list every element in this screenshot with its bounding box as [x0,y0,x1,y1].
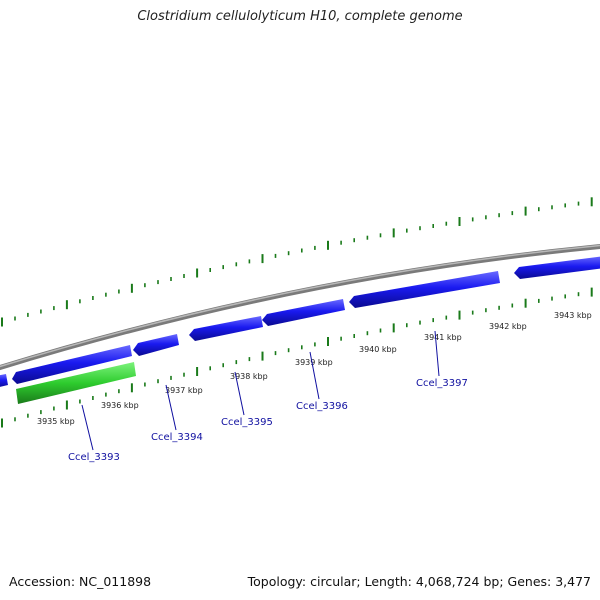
gene-labels: Ccel_3393 Ccel_3394 Ccel_3395 Ccel_3396 … [68,378,468,463]
gene-arrow[interactable] [189,316,263,341]
scale-label: 3935 kbp [37,417,75,426]
scale-label: 3937 kbp [165,386,203,395]
gene-arrow-highlighted[interactable] [16,362,136,404]
gene-label[interactable]: Ccel_3397 [416,378,468,389]
gene-label[interactable]: Ccel_3394 [151,432,203,443]
scale-label: 3940 kbp [359,345,397,354]
scale-label: 3941 kbp [424,333,462,342]
gene-arrow[interactable] [514,256,600,279]
scale-label: 3943 kbp [554,311,592,320]
gene-arrow[interactable] [12,345,132,384]
gene-arrow[interactable] [349,271,500,308]
forward-strand-genes [0,256,600,388]
gene-label[interactable]: Ccel_3395 [221,417,273,428]
gene-arrow[interactable] [133,334,179,356]
gene-arrow[interactable] [262,299,345,326]
scale-label: 3942 kbp [489,322,527,331]
scale-labels: 3935 kbp 3936 kbp 3937 kbp 3938 kbp 3939… [37,311,592,426]
gene-leader-lines [81,330,440,451]
genome-backbone [0,243,600,371]
gene-label[interactable]: Ccel_3393 [68,452,120,463]
gene-label[interactable]: Ccel_3396 [296,401,348,412]
scale-label: 3938 kbp [230,372,268,381]
outer-tick-ring [1,197,593,327]
scale-label: 3939 kbp [295,358,333,367]
genome-backbone-highlight [0,244,600,368]
accession-text: Accession: NC_011898 [9,574,152,589]
map-title: Clostridium cellulolyticum H10, complete… [137,9,463,24]
inner-tick-ring [1,287,593,428]
scale-label: 3936 kbp [101,401,139,410]
genome-summary-text: Topology: circular; Length: 4,068,724 bp… [247,574,591,589]
gene-arrow[interactable] [0,374,8,388]
